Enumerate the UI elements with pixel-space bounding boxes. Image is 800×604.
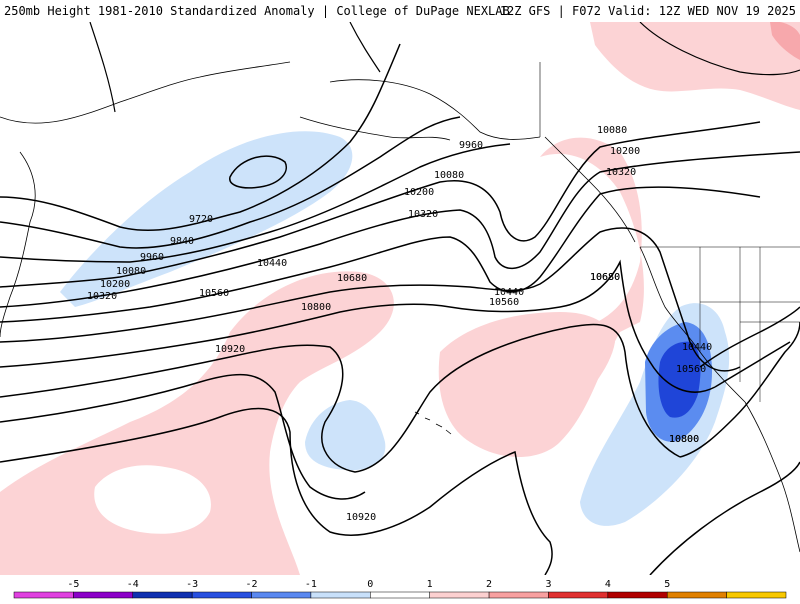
colorbar-tick-label: -1 (305, 579, 317, 590)
contour-labels: 9720 9840 9960 10080 10200 10320 10440 1… (87, 125, 712, 523)
colorbar-tick-label: 4 (605, 579, 611, 590)
contour-label: 10560 (199, 288, 229, 299)
contour-10920 (0, 407, 553, 575)
contour-10800 (0, 373, 366, 500)
coastline-bc (544, 136, 636, 243)
negative-anomaly-region (305, 400, 386, 471)
contour-label: 10680 (590, 272, 620, 283)
contour-10080 (0, 121, 761, 288)
colorbar-segment (191, 591, 252, 599)
contour-10560 (0, 259, 716, 393)
contour-label: 9960 (459, 140, 483, 151)
anomaly-colorbar: -5 -4 -3 -2 -1 0 1 2 3 4 5 (0, 575, 800, 600)
colorbar-tick-label: 5 (664, 579, 670, 590)
contour-10680 (0, 323, 681, 473)
anomaly-map: 9720 9840 9960 10080 10200 10320 10440 1… (0, 22, 800, 575)
colorbar-tick-label: 2 (486, 579, 492, 590)
contour-label: 10080 (116, 266, 146, 277)
contour-label: 10080 (434, 170, 464, 181)
coastline-kamchatka (0, 61, 291, 124)
map-canvas: 9720 9840 9960 10080 10200 10320 10440 1… (0, 22, 800, 575)
coastline-alaska (329, 79, 541, 140)
colorbar-segment (132, 591, 193, 599)
map-title: 250mb Height 1981-2010 Standardized Anom… (4, 4, 510, 18)
contour-10800 (679, 321, 800, 458)
contour-10440 (699, 306, 800, 368)
contour-9960 (0, 143, 511, 263)
contour-label: 10200 (404, 187, 434, 198)
contour-high-lat (89, 22, 800, 113)
contour-10320 (0, 186, 761, 323)
contour-label: 10800 (301, 302, 331, 313)
colorbar-tick-label: -2 (246, 579, 258, 590)
contour-label: 9840 (170, 236, 194, 247)
title-bar: 250mb Height 1981-2010 Standardized Anom… (0, 0, 800, 22)
contour-9720 (229, 155, 287, 189)
colorbar-segment (251, 591, 312, 599)
contour-label: 10800 (669, 434, 699, 445)
colorbar-segment (429, 591, 490, 599)
coastline-hawaii (414, 411, 452, 435)
colorbar-segment (370, 591, 430, 599)
contour-label: 10920 (346, 512, 376, 523)
contour-label: 10680 (337, 273, 367, 284)
contour-label: 9720 (189, 214, 213, 225)
contour-label: 10680 (590, 272, 620, 283)
coastline-west-us (639, 246, 746, 403)
colorbar-segment (726, 591, 787, 599)
border-states (699, 247, 800, 402)
contour-label: 10200 (100, 279, 130, 290)
negative-anomaly-region (60, 131, 353, 307)
colorbar-segment (666, 591, 727, 599)
colorbar-segment (73, 591, 134, 599)
contour-label: 10320 (408, 209, 438, 220)
coastline-aleutians (299, 116, 451, 141)
contour-label: 10560 (489, 297, 519, 308)
contour-label: 10440 (257, 258, 287, 269)
colorbar-segment (310, 591, 371, 599)
colorbar-tick-label: 1 (427, 579, 433, 590)
positive-anomaly-shading (0, 22, 800, 575)
model-run-info: 12Z GFS | F072 Valid: 12Z WED NOV 19 202… (499, 4, 796, 18)
contour-label: 10320 (606, 167, 636, 178)
positive-anomaly-region (770, 22, 800, 60)
contour-10200 (0, 151, 800, 308)
colorbar-svg: -5 -4 -3 -2 -1 0 1 2 3 4 5 (13, 579, 787, 599)
colorbar-segment (607, 591, 668, 599)
contour-label: 10560 (676, 364, 706, 375)
contour-9720 (0, 43, 401, 232)
contour-label: 10800 (669, 434, 699, 445)
coastline-baja (744, 401, 800, 553)
coastline-japan (0, 151, 36, 338)
positive-anomaly-region (438, 312, 615, 446)
colorbar-tick-label: -5 (67, 579, 79, 590)
contour-10920 (649, 461, 800, 575)
height-contours (0, 22, 800, 575)
positive-anomaly-region (94, 465, 211, 534)
contour-label: 10200 (610, 146, 640, 157)
contour-label: 10920 (215, 344, 245, 355)
contour-10560 (714, 341, 791, 388)
colorbar-tick-label: -4 (127, 579, 139, 590)
colorbar-tick-label: 3 (545, 579, 551, 590)
colorbar-tick-label: 0 (367, 579, 373, 590)
positive-anomaly-region (590, 22, 800, 110)
contour-10440 (0, 227, 741, 372)
contour-9840 (0, 116, 461, 249)
colorbar-segment (488, 591, 549, 599)
negative-anomaly-region (658, 341, 701, 418)
colorbar-tick-label: -3 (186, 579, 198, 590)
contour-label: 10440 (682, 342, 712, 353)
contour-label: 10080 (597, 125, 627, 136)
colorbar-segment (548, 591, 609, 599)
contour-label: 10440 (494, 287, 524, 298)
contour-label: 9960 (140, 252, 164, 263)
colorbar-segment (13, 591, 74, 599)
positive-anomaly-region (0, 557, 18, 575)
contour-label: 10320 (87, 291, 117, 302)
